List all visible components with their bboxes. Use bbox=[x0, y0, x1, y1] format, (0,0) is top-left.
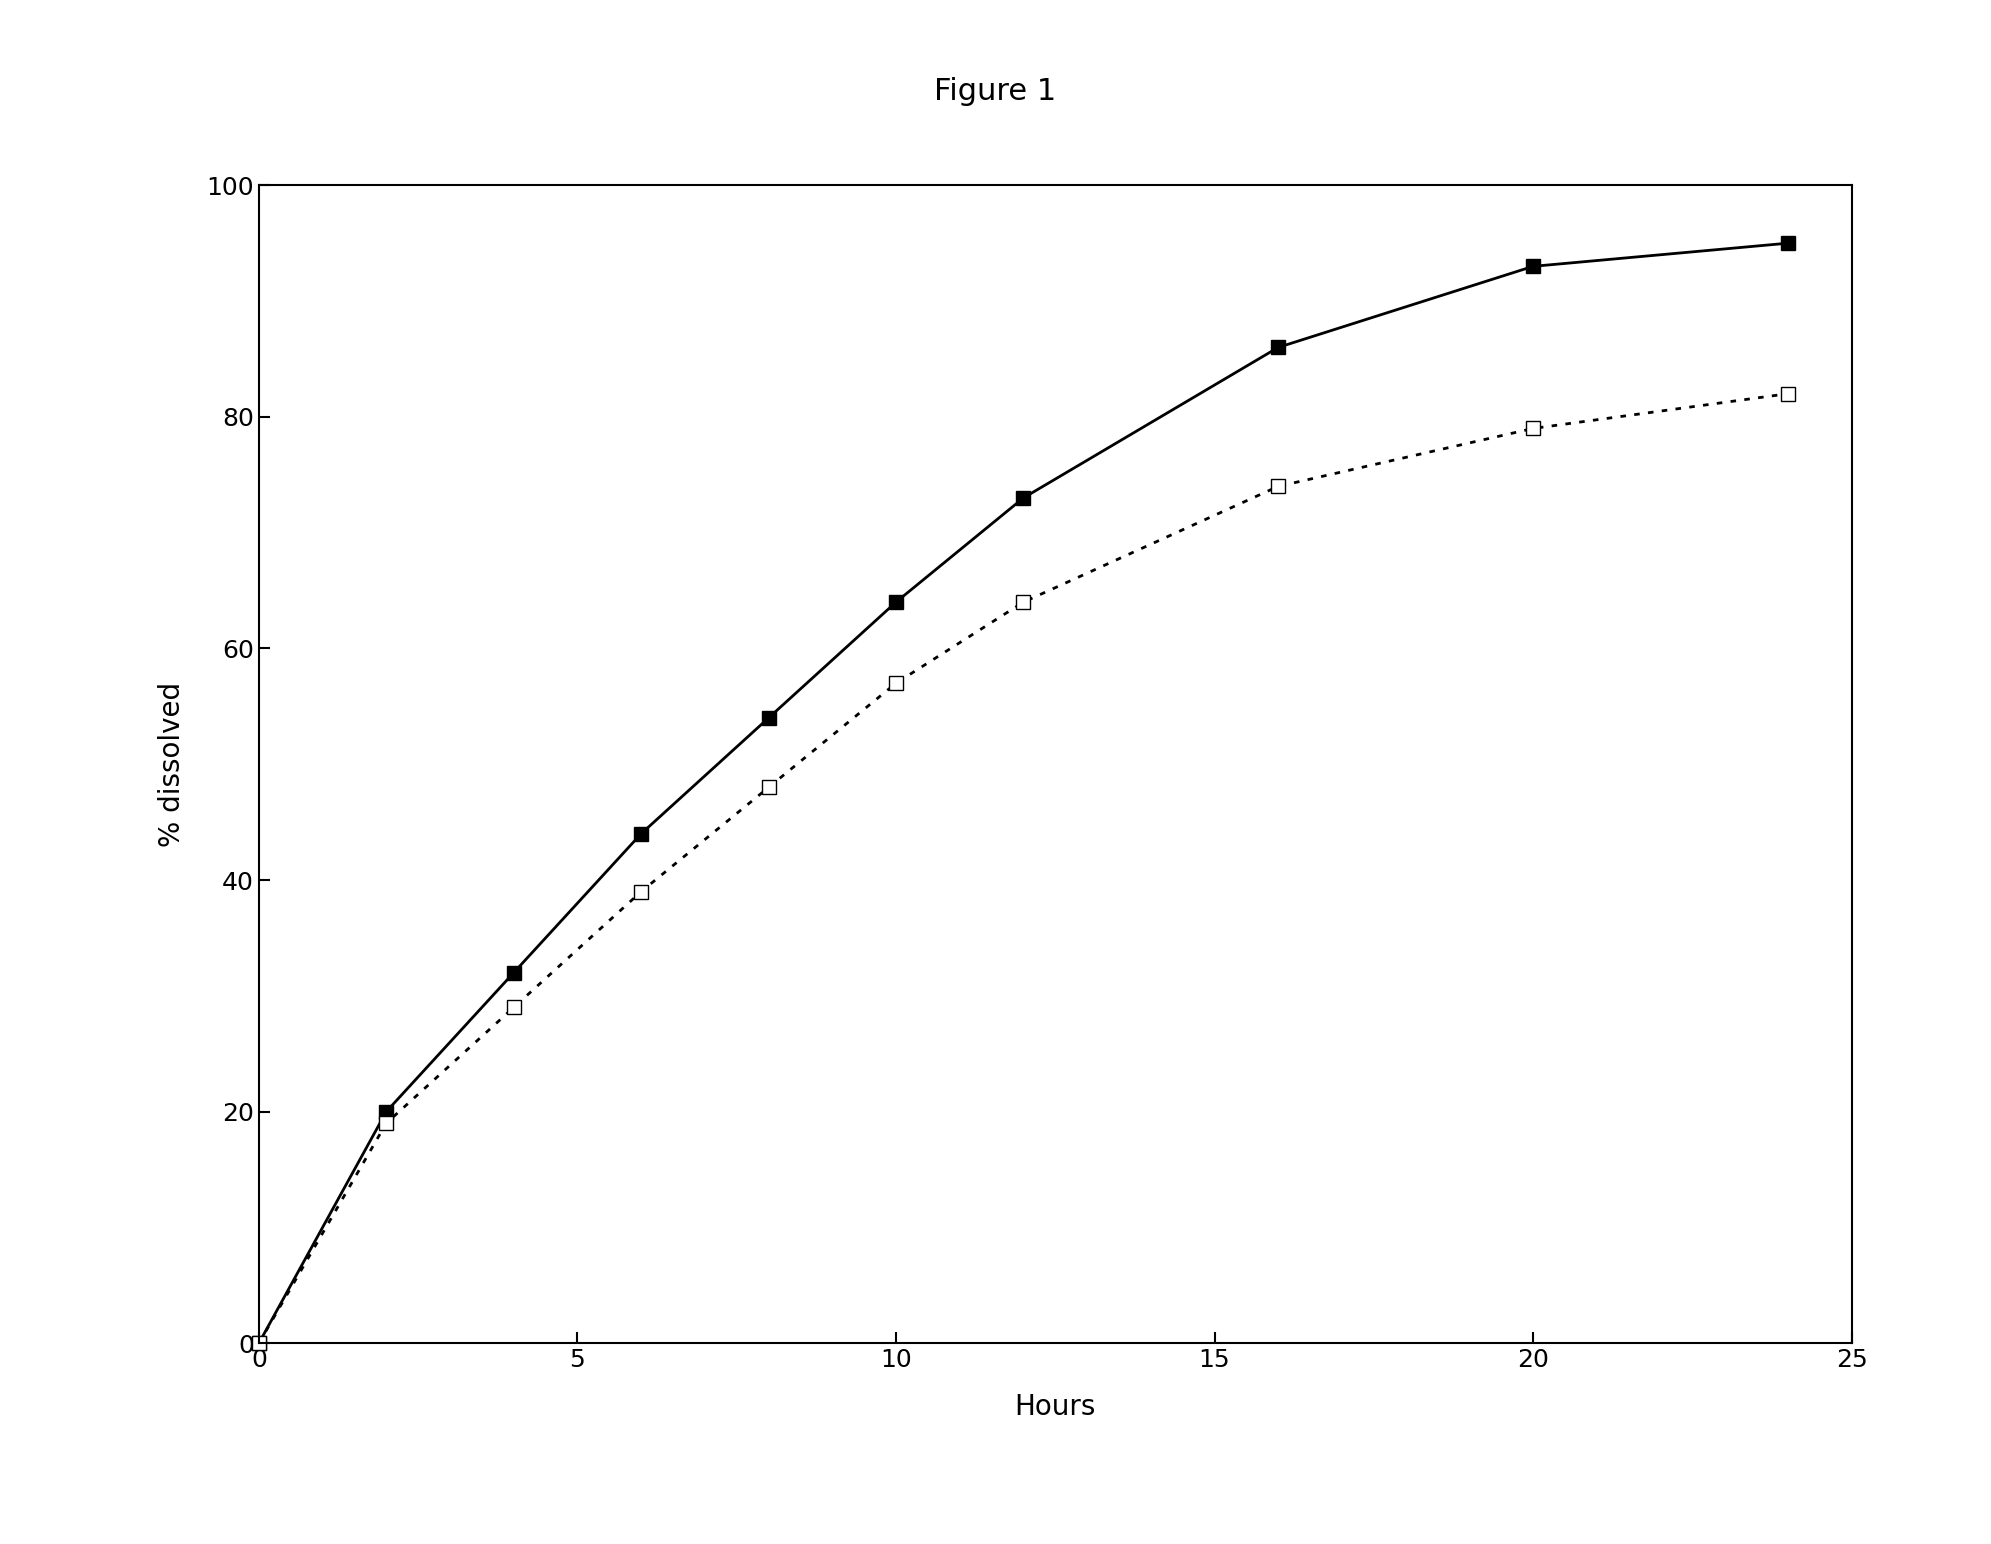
Text: Figure 1: Figure 1 bbox=[934, 77, 1057, 107]
Y-axis label: % dissolved: % dissolved bbox=[157, 682, 185, 846]
X-axis label: Hours: Hours bbox=[1015, 1393, 1095, 1420]
